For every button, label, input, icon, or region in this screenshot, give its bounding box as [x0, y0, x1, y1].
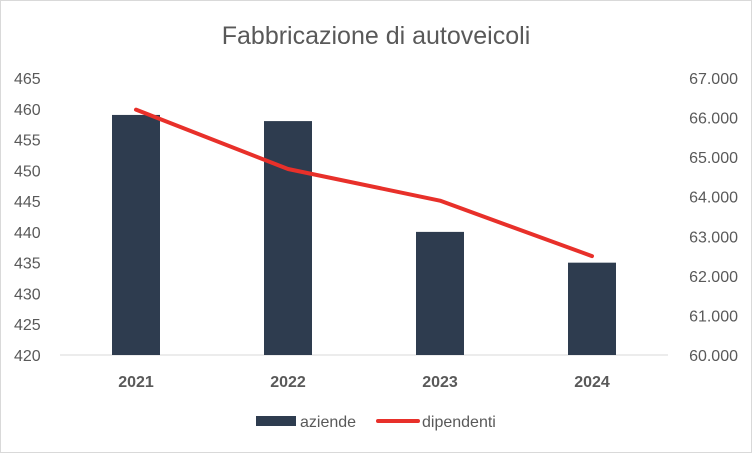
left-tick-label: 450: [14, 163, 41, 180]
line-series: [134, 107, 594, 259]
x-tick-label: 2023: [422, 374, 458, 391]
left-tick-label: 435: [14, 256, 41, 273]
right-tick-label: 65.000: [689, 150, 738, 167]
right-tick-label: 60.000: [689, 348, 738, 365]
legend-swatch-aziende: [256, 416, 296, 426]
x-axis-ticks: 2021 2022 2023 2024: [118, 374, 610, 391]
right-tick-label: 64.000: [689, 190, 738, 207]
left-tick-label: 420: [14, 348, 41, 365]
x-tick-label: 2024: [574, 374, 610, 391]
left-tick-label: 425: [14, 317, 41, 334]
x-tick-label: 2022: [270, 374, 306, 391]
left-tick-label: 445: [14, 194, 41, 211]
left-tick-label: 430: [14, 286, 41, 303]
right-axis-ticks: 60.000 61.000 62.000 63.000 64.000 65.000 66.0…: [689, 71, 738, 365]
right-tick-label: 67.000: [689, 71, 738, 88]
chart-title: Fabbricazione di autoveicoli: [222, 22, 531, 50]
bar-series: [112, 114, 616, 355]
line-dipendenti: [134, 107, 594, 259]
right-tick-label: 63.000: [689, 229, 738, 246]
bar-2021: [112, 114, 160, 355]
legend-label-dipendenti: dipendenti: [422, 414, 496, 431]
right-tick-label: 62.000: [689, 269, 738, 286]
bar-2023: [416, 231, 464, 355]
left-tick-label: 460: [14, 102, 41, 119]
legend: aziende dipendenti: [256, 414, 496, 431]
bar-2022: [264, 121, 312, 355]
left-tick-label: 455: [14, 133, 41, 150]
left-tick-label: 440: [14, 225, 41, 242]
left-axis-ticks: 420 425 430 435 440 445 450 455 460 465: [14, 71, 41, 365]
x-tick-label: 2021: [118, 374, 154, 391]
right-tick-label: 61.000: [689, 308, 738, 325]
right-tick-label: 66.000: [689, 111, 738, 128]
bar-2024: [568, 262, 616, 355]
legend-label-aziende: aziende: [300, 414, 356, 431]
left-tick-label: 465: [14, 71, 41, 88]
